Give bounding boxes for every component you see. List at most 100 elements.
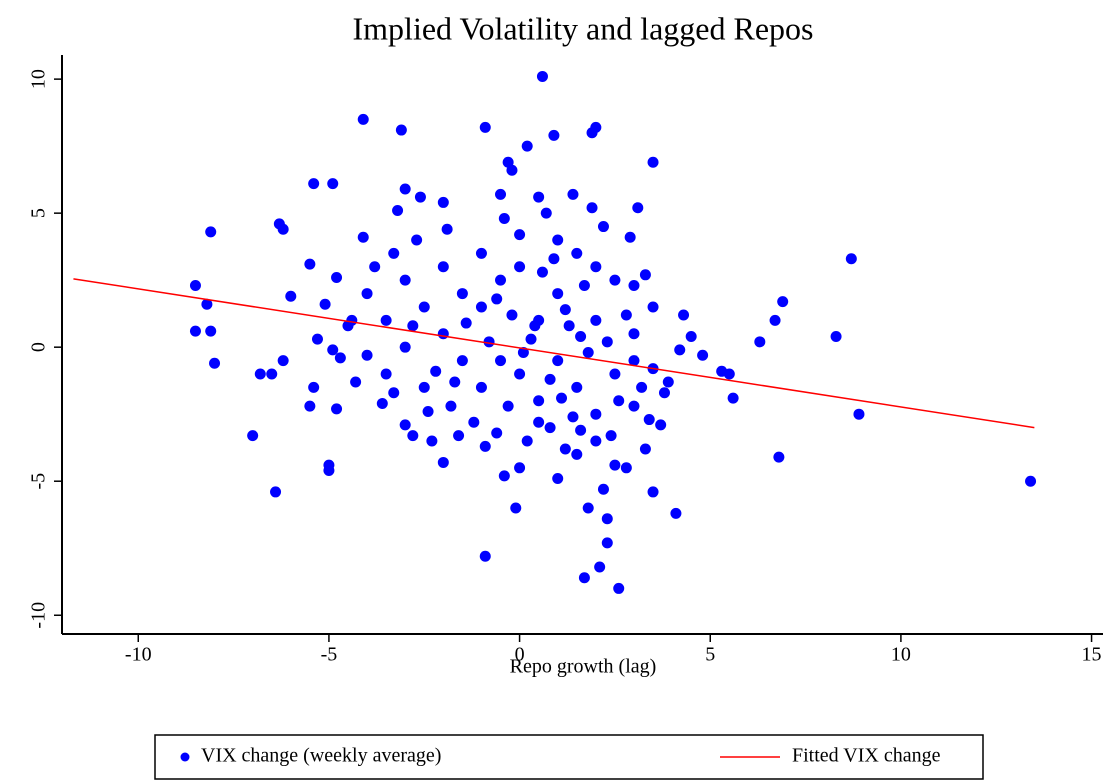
scatter-point [399, 341, 411, 353]
legend-label: Fitted VIX change [792, 745, 941, 767]
scatter-point [456, 355, 468, 367]
scatter-point [594, 561, 606, 573]
scatter-point [491, 293, 503, 305]
scatter-point [331, 403, 343, 415]
scatter-point [540, 207, 552, 219]
scatter-point [304, 400, 316, 412]
scatter-point [510, 502, 522, 514]
scatter-point [361, 349, 373, 361]
scatter-point [578, 572, 590, 584]
scatter-point [643, 414, 655, 426]
scatter-point [624, 231, 636, 243]
scatter-point [590, 435, 602, 447]
scatter-point [655, 419, 667, 431]
scatter-point [697, 349, 709, 361]
scatter-point [533, 416, 545, 428]
scatter-point [449, 376, 461, 388]
scatter-point [483, 336, 495, 348]
scatter-point [536, 266, 548, 278]
scatter-point [479, 440, 491, 452]
scatter-point [380, 314, 392, 326]
scatter-point [586, 202, 598, 214]
scatter-point [548, 129, 560, 141]
x-tick-label: 5 [705, 644, 715, 666]
scatter-point [571, 247, 583, 259]
scatter-point [479, 121, 491, 133]
scatter-point [613, 582, 625, 594]
scatter-point [636, 381, 648, 393]
scatter-point [727, 392, 739, 404]
scatter-point [453, 430, 465, 442]
scatter-point [479, 550, 491, 562]
scatter-point [559, 304, 571, 316]
scatter-point [437, 196, 449, 208]
scatter-point [552, 355, 564, 367]
scatter-point [620, 462, 632, 474]
scatter-point [544, 422, 556, 434]
scatter-point [491, 427, 503, 439]
scatter-point [754, 336, 766, 348]
scatter-point [647, 486, 659, 498]
scatter-point [430, 365, 442, 377]
scatter-point [205, 226, 217, 238]
scatter-point [533, 395, 545, 407]
scatter-point [277, 355, 289, 367]
scatter-point [418, 301, 430, 313]
scatter-point [189, 325, 201, 337]
scatter-point [308, 381, 320, 393]
scatter-point [388, 247, 400, 259]
scatter-point [552, 288, 564, 300]
scatter-point [308, 178, 320, 190]
scatter-point [582, 347, 594, 359]
scatter-point [601, 513, 613, 525]
y-tick-label: 5 [28, 208, 50, 218]
x-tick-label: -5 [321, 644, 338, 666]
scatter-point [578, 280, 590, 292]
scatter-point [628, 328, 640, 340]
scatter-point [392, 204, 404, 216]
scatter-point [544, 373, 556, 385]
scatter-point [277, 223, 289, 235]
scatter-point [506, 164, 518, 176]
scatter-point [495, 355, 507, 367]
legend-label: VIX change (weekly average) [201, 745, 441, 767]
scatter-point [319, 298, 331, 310]
scatter-point [853, 408, 865, 420]
scatter-point [525, 333, 537, 345]
scatter-point [658, 387, 670, 399]
scatter-point [590, 261, 602, 273]
scatter-point [609, 368, 621, 380]
scatter-point [563, 320, 575, 332]
scatter-point [674, 344, 686, 356]
scatter-point [533, 191, 545, 203]
scatter-point [571, 448, 583, 460]
scatter-point [334, 352, 346, 364]
y-tick-label: -5 [28, 473, 50, 490]
scatter-point [556, 392, 568, 404]
x-tick-label: 0 [515, 644, 525, 666]
scatter-point [567, 188, 579, 200]
scatter-point [418, 381, 430, 393]
scatter-point [521, 435, 533, 447]
scatter-point [380, 368, 392, 380]
scatter-point [620, 309, 632, 321]
y-tick-label: -10 [28, 602, 50, 629]
scatter-point [601, 336, 613, 348]
scatter-point [670, 507, 682, 519]
scatter-point [437, 456, 449, 468]
scatter-point [605, 430, 617, 442]
legend-box [154, 734, 984, 780]
scatter-point [399, 419, 411, 431]
scatter-point [777, 296, 789, 308]
x-tick-label: 10 [891, 644, 911, 666]
scatter-point [597, 483, 609, 495]
scatter-point [536, 70, 548, 82]
scatter-point [517, 347, 529, 359]
scatter-point [582, 502, 594, 514]
scatter-point [270, 486, 282, 498]
scatter-point [552, 234, 564, 246]
scatter-point [395, 124, 407, 136]
scatter-point [590, 408, 602, 420]
